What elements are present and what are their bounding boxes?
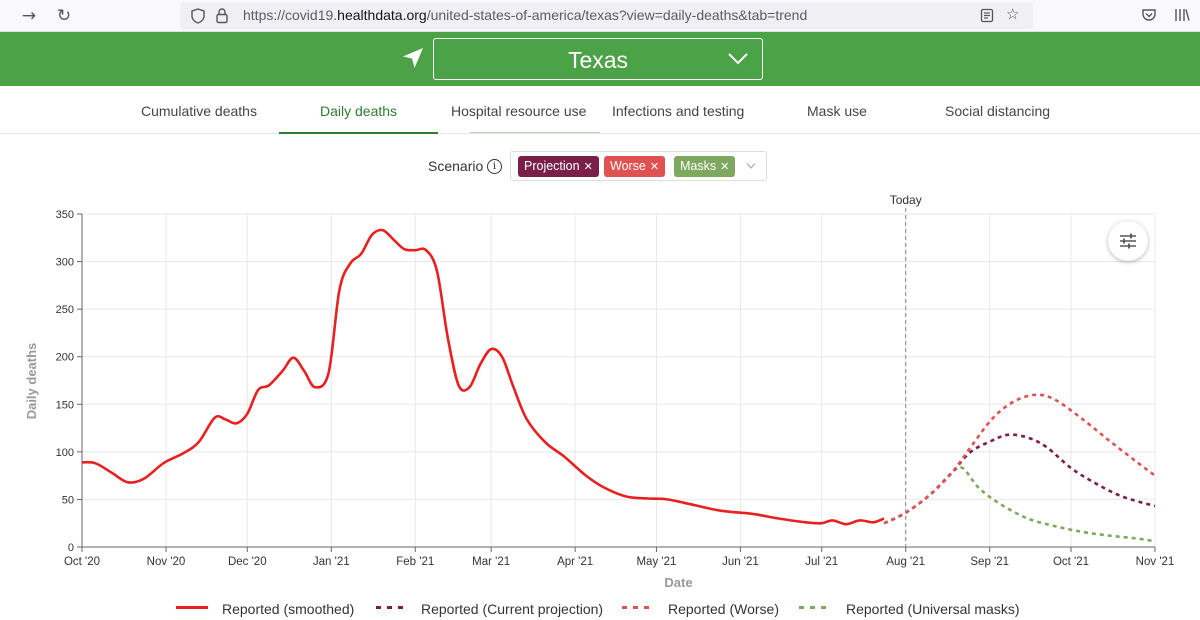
url-text[interactable]: https://covid19.healthdata.org/united-st… (243, 7, 808, 23)
chevron-down-icon (728, 53, 748, 65)
bookmark-star-icon[interactable]: ☆ (1006, 5, 1020, 23)
browser-toolbar: → ↻ https://covid19.healthdata.org/unite… (0, 0, 1200, 32)
y-tick-label: 250 (56, 304, 74, 316)
x-axis-title: Date (664, 575, 692, 590)
x-tick-label: Nov '21 (1136, 556, 1175, 568)
scenario-chip-masks[interactable]: Masks ✕ (674, 156, 736, 177)
today-label: Today (890, 193, 922, 207)
tab-scroll-indicator (470, 132, 600, 133)
y-tick-label: 0 (68, 542, 74, 554)
lock-icon[interactable] (214, 7, 230, 24)
y-tick-label: 300 (56, 257, 74, 269)
location-header: Texas (0, 32, 1200, 86)
x-tick-label: Apr '21 (557, 556, 593, 568)
x-tick-label: Sep '21 (970, 556, 1009, 568)
sliders-icon (1120, 233, 1136, 249)
legend-swatch-reported-smoothed (176, 606, 208, 609)
y-tick-label: 350 (56, 209, 74, 221)
series-current-projection (883, 433, 1156, 525)
tab-daily-deaths[interactable]: Daily deaths (320, 103, 398, 119)
scenario-chip-worse[interactable]: Worse ✕ (604, 156, 666, 177)
y-tick-label: 200 (56, 352, 74, 364)
remove-x-icon[interactable]: ✕ (720, 161, 730, 173)
legend-swatch-universal-masks (799, 606, 831, 609)
legend-item-worse[interactable]: Reported (Worse) (668, 601, 780, 617)
x-tick-label: Aug '21 (886, 556, 925, 568)
chevron-down-icon[interactable] (746, 162, 756, 170)
library-icon[interactable] (1173, 7, 1191, 23)
reader-view-icon[interactable] (980, 8, 994, 23)
url-bar[interactable]: https://covid19.healthdata.org/united-st… (180, 2, 1033, 29)
legend-item-universal-masks[interactable]: Reported (Universal masks) (846, 601, 1020, 617)
view-tabs: Cumulative deaths Daily deaths Hospital … (0, 86, 1200, 134)
daily-deaths-chart: 0 50 100 150 200 250 300 350 Oct '20 Nov '20 Dec '… (24, 193, 1175, 590)
tab-cumulative-deaths[interactable]: Cumulative deaths (141, 103, 257, 119)
active-tab-indicator (279, 132, 438, 134)
pocket-icon[interactable] (1141, 7, 1157, 23)
scenario-label: Scenario (428, 158, 484, 174)
x-tick-label: Jul '21 (805, 556, 838, 568)
forward-arrow-icon[interactable]: → (21, 6, 37, 26)
tab-infections-and-testing[interactable]: Infections and testing (612, 103, 745, 119)
x-tick-label: Mar '21 (472, 556, 510, 568)
series-reported-smoothed (81, 228, 885, 526)
x-tick-label: Dec '20 (228, 556, 267, 568)
location-label: Texas (567, 47, 629, 73)
scenario-select[interactable]: Projection ✕ Worse ✕ Masks ✕ (510, 151, 767, 181)
chart-settings-button[interactable] (1108, 221, 1148, 261)
tab-mask-use[interactable]: Mask use (807, 103, 867, 119)
y-axis-title: Daily deaths (24, 343, 39, 420)
chart-legend: Reported (smoothed) Reported (Current pr… (0, 598, 1200, 620)
tab-social-distancing[interactable]: Social distancing (945, 103, 1051, 119)
legend-item-reported-smoothed[interactable]: Reported (smoothed) (222, 601, 355, 617)
tab-hospital-resource-use[interactable]: Hospital resource use (451, 103, 587, 119)
remove-x-icon[interactable]: ✕ (583, 161, 593, 173)
x-tick-label: Jan '21 (313, 556, 350, 568)
x-tick-label: Oct '20 (64, 556, 100, 568)
location-dropdown[interactable]: Texas (433, 38, 763, 80)
legend-swatch-worse (622, 606, 654, 609)
y-tick-label: 150 (56, 399, 74, 411)
legend-item-current-projection[interactable]: Reported (Current projection) (421, 601, 604, 617)
reload-icon[interactable]: ↻ (56, 6, 72, 26)
location-arrow-icon[interactable] (400, 45, 426, 71)
x-tick-label: Nov '20 (147, 556, 186, 568)
series-worse (883, 393, 1156, 525)
info-icon[interactable]: i (487, 159, 502, 174)
tracking-shield-icon[interactable] (190, 8, 206, 24)
y-tick-label: 100 (56, 447, 74, 459)
remove-x-icon[interactable]: ✕ (649, 161, 660, 173)
x-tick-label: Jun '21 (722, 556, 759, 568)
series-universal-masks (883, 465, 1156, 543)
x-tick-label: Oct '21 (1053, 556, 1089, 568)
x-tick-label: May '21 (636, 556, 676, 568)
y-tick-label: 50 (62, 494, 74, 506)
legend-swatch-current-projection (376, 606, 408, 609)
x-tick-label: Feb '21 (396, 556, 434, 568)
scenario-chip-projection[interactable]: Projection ✕ (518, 156, 599, 177)
